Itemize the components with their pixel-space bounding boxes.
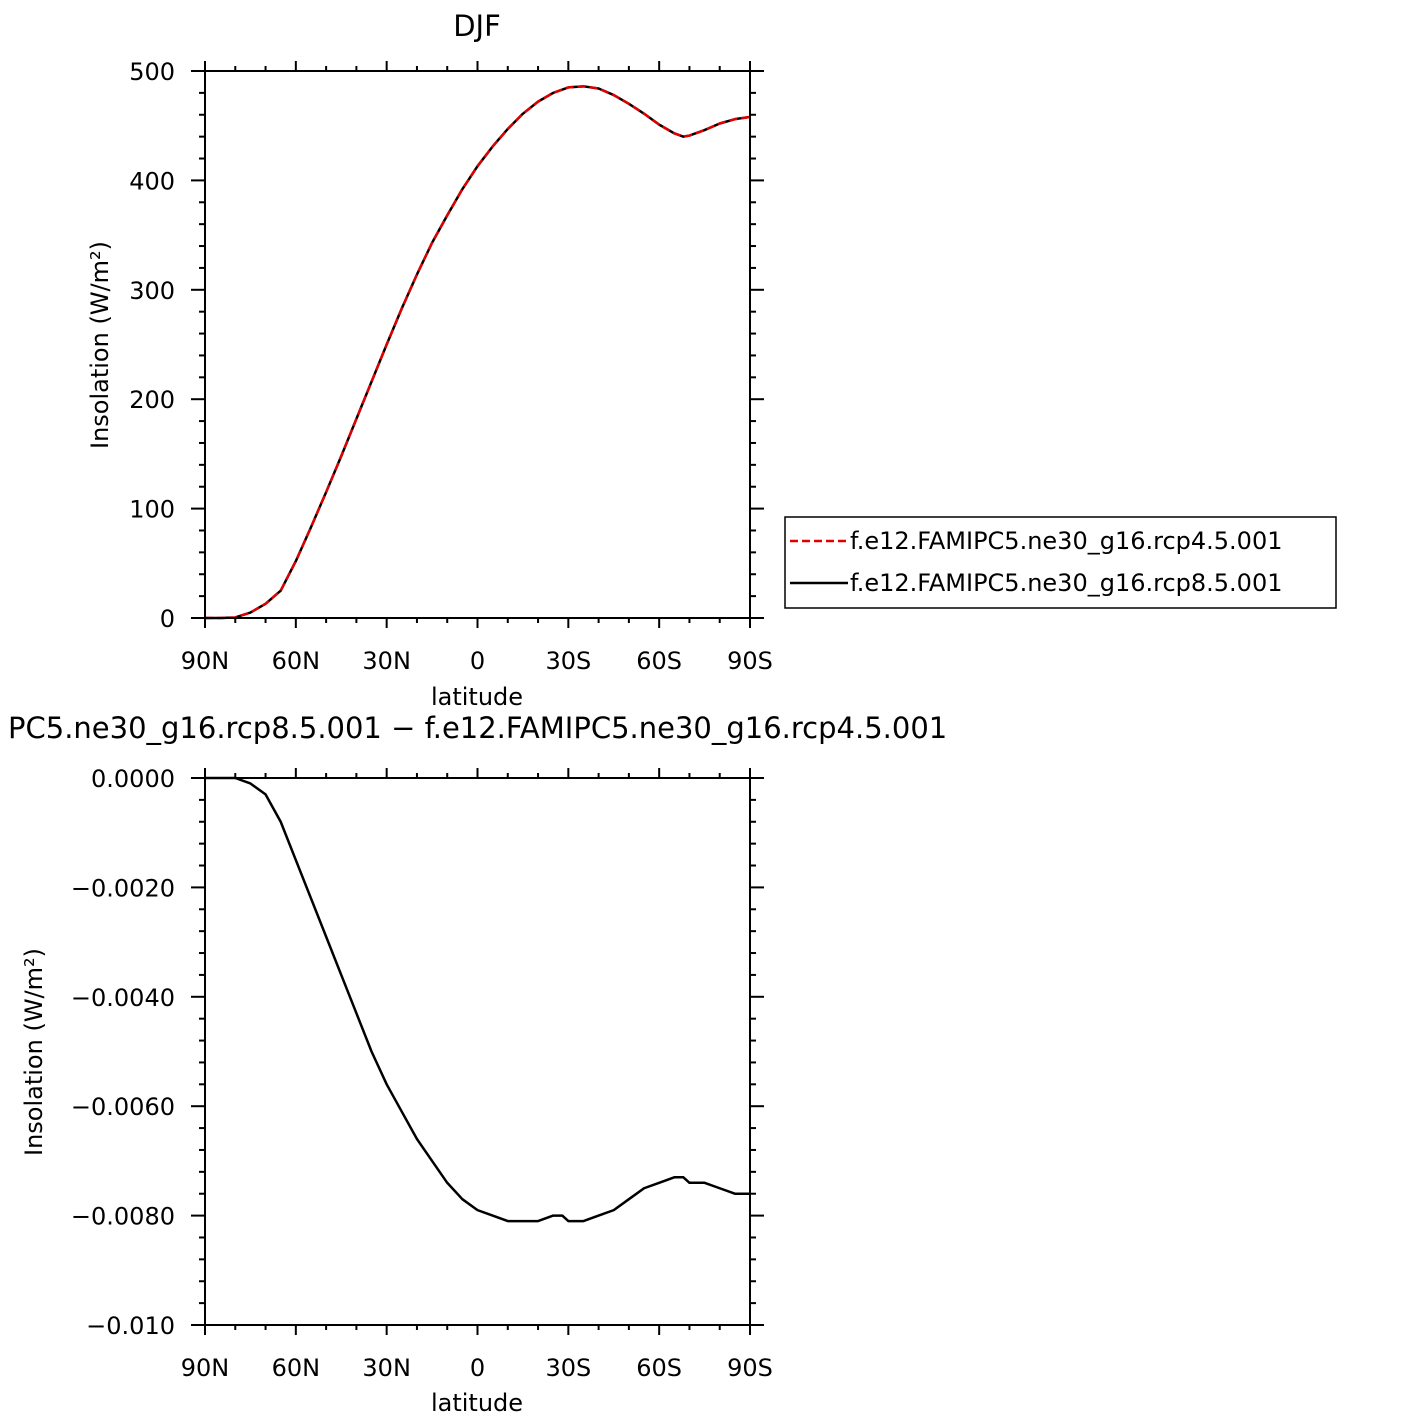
bottom-x-tick-label: 90N [181,1354,230,1382]
bottom-series-line-0 [205,776,750,1223]
top-x-tick-label: 60N [272,647,321,675]
top-plot-area: 90N 60N 30N 0 30S 60S 90S 0 100 200 300 400 500 [129,58,773,675]
bottom-y-axis-label: Insolation (W/m²) [20,948,48,1156]
top-panel: DJF 90N 60N 30N 0 30S 60S 90S0100200300400500 … [86,9,1337,711]
bottom-x-tick-label: 90S [727,1354,773,1382]
top-plot-frame [204,70,751,619]
legend-label-rcp85: f.e12.FAMIPC5.ne30_g16.rcp8.5.001 [850,569,1283,597]
bottom-x-tick-label: 60N [272,1354,321,1382]
top-x-tick-label: 0 [470,647,485,675]
bottom-y-tick-label: −0.0040 [71,984,175,1012]
legend-label-rcp45: f.e12.FAMIPC5.ne30_g16.rcp4.5.001 [850,527,1283,555]
top-x-tick-label: 30S [545,647,591,675]
top-x-axis-label: latitude [431,683,523,711]
bottom-x-tick-label: 30N [362,1354,411,1382]
top-y-tick-label: 0 [160,605,175,633]
bottom-plot-area: 90N 60N 30N 0 30S 60S 90S 0.0000 −0.0020 −0.0040 −… [71,765,773,1382]
top-y-tick-label: 100 [129,496,175,524]
top-title: DJF [453,9,501,43]
bottom-title: PC5.ne30_g16.rcp8.5.001 − f.e12.FAMIPC5.… [8,711,947,745]
top-y-tick-label: 200 [129,386,175,414]
bottom-x-tick-label: 0 [470,1354,485,1382]
bottom-y-tick-label: −0.010 [86,1312,175,1340]
bottom-panel: PC5.ne30_g16.rcp8.5.001 − f.e12.FAMIPC5.… [8,711,947,1417]
bottom-x-tick-label: 60S [636,1354,682,1382]
bottom-y-tick-label: −0.0060 [71,1093,175,1121]
top-y-tick-label: 300 [129,277,175,305]
top-x-tick-label: 90S [727,647,773,675]
bottom-y-tick-label: −0.0020 [71,874,175,902]
bottom-plot-frame [204,777,751,1326]
legend: f.e12.FAMIPC5.ne30_g16.rcp4.5.001 f.e12.… [784,516,1337,609]
bottom-x-axis-label: latitude [431,1389,523,1417]
top-series-line-0 [205,85,751,620]
top-y-tick-label: 400 [129,167,175,195]
legend-box [784,516,1337,609]
bottom-y-tick-label: −0.0080 [71,1203,175,1231]
top-x-tick-label: 90N [181,647,230,675]
bottom-y-tick-label: 0.0000 [91,765,175,793]
top-y-axis-label: Insolation (W/m²) [86,241,114,449]
top-x-tick-label: 60S [636,647,682,675]
top-x-tick-label: 30N [362,647,411,675]
top-y-tick-label: 500 [129,58,175,86]
bottom-x-tick-label: 30S [545,1354,591,1382]
